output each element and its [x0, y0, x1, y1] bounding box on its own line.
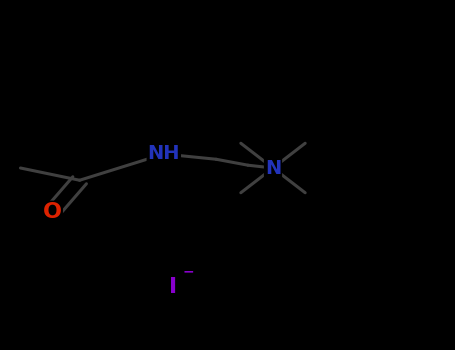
Text: N: N	[265, 159, 281, 177]
Text: O: O	[43, 202, 62, 222]
Text: −: −	[182, 264, 194, 278]
Text: NH: NH	[147, 145, 180, 163]
Text: I: I	[169, 277, 177, 297]
